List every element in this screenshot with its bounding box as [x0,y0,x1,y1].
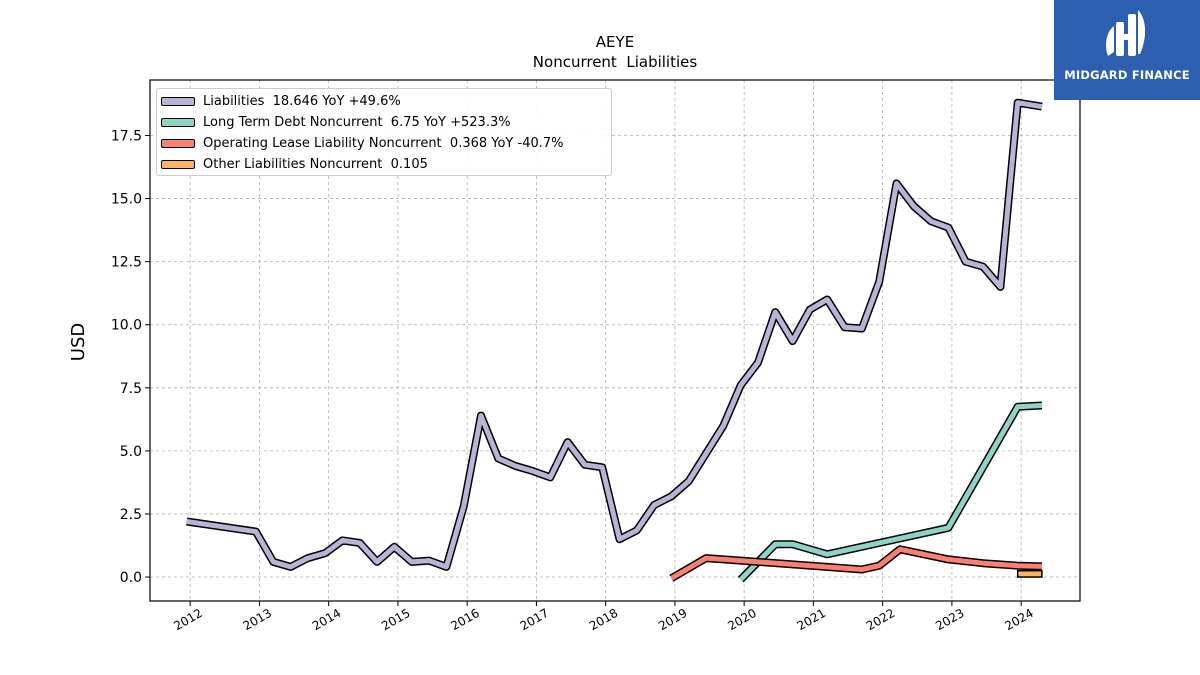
legend-label-operating-lease: Operating Lease Liability Noncurrent 0.3… [203,135,564,151]
y-tick-label: 5.0 [120,444,142,460]
brand-logo: MIDGARD FINANCE [1054,0,1200,100]
legend-label-liabilities: Liabilities 18.646 YoY +49.6% [203,93,401,109]
legend-swatch-long-term-debt [161,117,195,127]
legend-item-liabilities: Liabilities 18.646 YoY +49.6% [161,92,401,110]
x-tick-label: 2022 [864,606,897,633]
x-tick-label: 2021 [795,606,828,633]
x-tick-label: 2015 [379,606,412,633]
series-line-long-term-debt-noncurrent [738,403,1043,582]
axis-layer: 0.0 2.5 5.0 7.5 10.0 12.5 15.0 17.5 2012 2013 2014… [111,129,1036,634]
plot-frame [149,79,1081,602]
brand-logo-text: MIDGARD FINANCE [1064,68,1190,82]
legend-swatch-operating-lease [161,138,195,148]
y-tick-label: 12.5 [111,255,142,271]
x-tick-label: 2012 [171,606,204,633]
x-tick-label: 2019 [656,606,689,633]
y-tick-label: 10.0 [111,318,142,334]
legend-item-operating-lease: Operating Lease Liability Noncurrent 0.3… [161,134,564,152]
legend-swatch-other-liabilities [161,159,195,169]
y-axis-label: USD [68,323,89,361]
chart-subtitle: Noncurrent Liabilities [533,53,698,71]
legend-swatch-liabilities [161,96,195,106]
x-tick-label: 2017 [518,606,551,633]
y-tick-label: 7.5 [120,381,142,397]
y-tick-label: 15.0 [111,192,142,208]
series-layer [186,98,1043,583]
legend-label-other-liabilities: Other Liabilities Noncurrent 0.105 [203,156,428,172]
y-tick-label: 0.0 [120,570,142,586]
brand-logo-icon [1106,10,1146,56]
x-tick-label: 2013 [241,606,274,633]
legend-item-other-liabilities: Other Liabilities Noncurrent 0.105 [161,155,428,173]
legend: Liabilities 18.646 YoY +49.6% Long Term … [156,88,612,176]
x-tick-label: 2020 [725,606,758,633]
y-tick-label: 17.5 [111,129,142,145]
series-bar-other-liabilities-noncurrent [1016,569,1043,578]
legend-label-long-term-debt: Long Term Debt Noncurrent 6.75 YoY +523.… [203,114,511,130]
legend-item-long-term-debt: Long Term Debt Noncurrent 6.75 YoY +523.… [161,113,511,131]
x-tick-label: 2016 [448,606,481,633]
series-line-liabilities [186,100,1043,570]
x-tick-label: 2014 [310,606,343,633]
x-tick-label: 2018 [587,606,620,633]
x-tick-label: 2024 [1002,606,1035,633]
y-tick-label: 2.5 [120,507,142,523]
x-tick-label: 2023 [933,606,966,633]
series-line-operating-lease-liability-noncurrent [670,546,1042,581]
chart-title: AEYE [596,33,634,51]
